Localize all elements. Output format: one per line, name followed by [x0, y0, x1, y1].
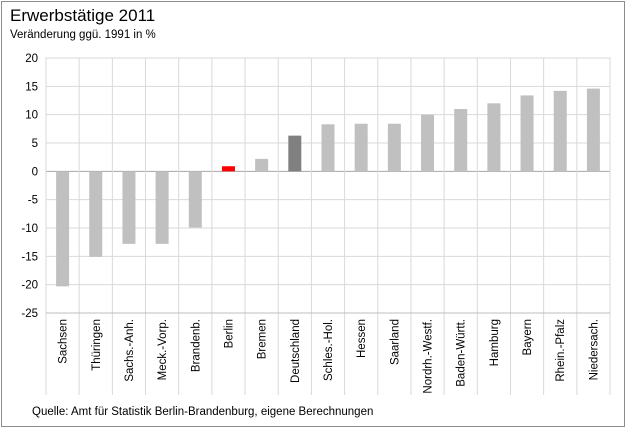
x-tick-label: Rhein.-Pfalz	[555, 319, 567, 382]
bar-15	[553, 90, 567, 172]
chart-source: Quelle: Amt für Statistik Berlin-Branden…	[32, 406, 374, 418]
x-tick-label: Niedersach.	[588, 319, 600, 380]
bar-11	[421, 114, 435, 172]
bar-12	[454, 109, 468, 172]
y-tick-label: 15	[25, 81, 38, 93]
bar-9	[354, 123, 368, 172]
x-tick-label: Thüringen	[91, 319, 103, 371]
x-tick-label: Sachs.-Anh.	[124, 319, 136, 382]
x-tick-label: Bremen	[257, 319, 269, 359]
bar-8	[321, 124, 335, 172]
x-tick-label: Sachsen	[58, 319, 70, 364]
x-tick-label: Saarland	[389, 319, 401, 365]
bar-16	[586, 88, 600, 172]
bar-0	[56, 171, 70, 287]
y-tick-label: -25	[21, 308, 38, 320]
bar-3	[155, 171, 169, 244]
x-tick-label: Deutschland	[290, 319, 302, 383]
bar-1	[89, 171, 103, 257]
bar-2	[122, 171, 136, 244]
y-tick-label: -20	[21, 280, 38, 292]
x-tick-label: Baden-Württ.	[456, 319, 468, 387]
bar-10	[387, 123, 401, 172]
y-tick-label: 20	[25, 53, 38, 65]
bar-7	[288, 135, 302, 172]
x-tick-label: Brandenb.	[190, 319, 202, 372]
x-tick-label: Schles.-Hol.	[323, 319, 335, 381]
y-tick-label: -10	[21, 223, 38, 235]
x-tick-label: Meck.-Vorp.	[157, 319, 169, 380]
y-tick-label: 10	[25, 110, 38, 122]
bar-4	[188, 171, 202, 228]
y-tick-label: 0	[32, 166, 38, 178]
y-tick-label: -15	[21, 251, 38, 263]
bar-6	[255, 158, 269, 172]
bar-5	[221, 166, 235, 172]
bar-13	[487, 103, 501, 172]
chart-title: Erwerbstätige 2011	[10, 6, 156, 25]
y-tick-label: -5	[28, 195, 38, 207]
bar-14	[520, 95, 534, 172]
x-tick-label: Nordrh.-Westf.	[423, 319, 435, 394]
x-tick-label: Bayern	[522, 319, 534, 355]
x-tick-label: Hessen	[356, 319, 368, 358]
chart-subtitle: Veränderung ggü. 1991 in %	[10, 29, 156, 41]
y-tick-label: 5	[32, 138, 38, 150]
x-tick-label: Berlin	[223, 319, 235, 348]
x-tick-label: Hamburg	[489, 319, 501, 366]
